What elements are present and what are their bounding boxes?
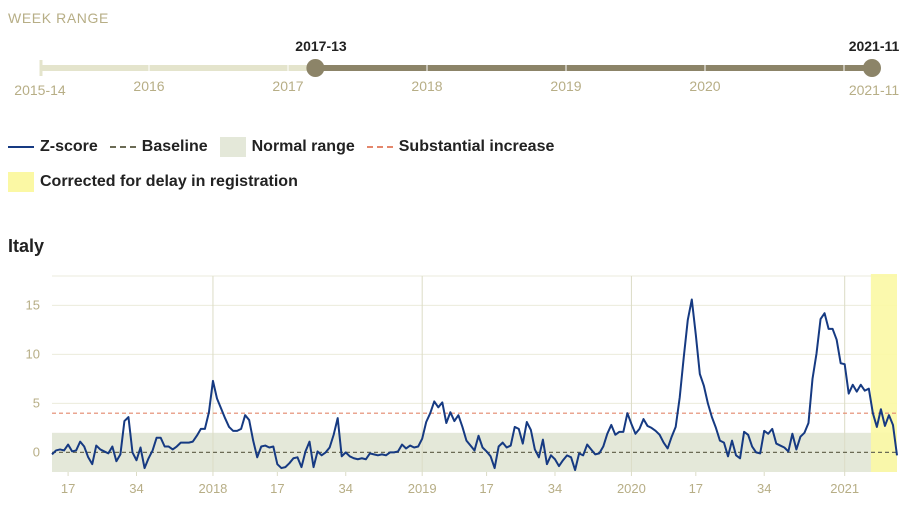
legend-item-substantial-increase[interactable]: Substantial increase	[366, 138, 555, 156]
slider-year-label: 2020	[689, 78, 720, 94]
x-tick-label: 2020	[617, 481, 646, 496]
slider-end-label: 2021-11	[849, 82, 900, 98]
legend-label-baseline: Baseline	[141, 138, 208, 155]
x-tick-label: 34	[757, 481, 771, 496]
zscore-chart: 0 5 10 15 17 34 2018 17 34 2019 17 34 2020 17 34 2021	[26, 274, 898, 496]
legend-label-corrected: Corrected for delay in registration	[40, 173, 298, 190]
slider-start-handle[interactable]	[306, 59, 325, 77]
x-tick-label: 17	[479, 481, 493, 496]
chart-legend-row-2: Corrected for delay in registration	[8, 172, 310, 192]
legend-swatch-baseline	[109, 146, 136, 148]
slider-year-label: 2016	[133, 78, 164, 94]
slider-start-label: 2015-14	[14, 82, 66, 98]
x-tick-label: 2021	[830, 481, 859, 496]
chart-legend: Z-score Baseline Normal range Substantia…	[8, 137, 566, 157]
legend-label-zscore: Z-score	[40, 138, 98, 155]
y-tick-label: 10	[26, 346, 40, 361]
slider-selected-start-label: 2017-13	[295, 38, 347, 54]
corrected-region	[870, 274, 897, 472]
legend-item-zscore[interactable]: Z-score	[8, 138, 98, 156]
legend-swatch-normal-range	[219, 137, 246, 157]
x-tick-label: 17	[270, 481, 284, 496]
y-tick-label: 5	[33, 395, 40, 410]
x-tick-label: 34	[129, 481, 143, 496]
slider-selected-end-label: 2021-11	[849, 38, 900, 54]
legend-label-normal-range: Normal range	[251, 138, 355, 155]
zscore-series-line	[51, 298, 898, 472]
country-title: Italy	[8, 236, 45, 256]
y-tick-label: 0	[33, 444, 40, 459]
slider-year-label: 2019	[550, 78, 581, 94]
legend-item-baseline[interactable]: Baseline	[109, 138, 208, 156]
legend-item-normal-range[interactable]: Normal range	[219, 137, 355, 157]
x-tick-label: 2019	[408, 481, 437, 496]
slider-year-label: 2017	[272, 78, 303, 94]
y-tick-label: 15	[26, 297, 40, 312]
slider-year-label: 2018	[411, 78, 442, 94]
legend-label-substantial-increase: Substantial increase	[398, 138, 555, 155]
x-tick-label: 2018	[198, 481, 227, 496]
x-tick-label: 34	[548, 481, 562, 496]
legend-swatch-zscore	[8, 146, 34, 148]
legend-item-corrected[interactable]: Corrected for delay in registration	[8, 172, 298, 192]
week-range-slider[interactable]: 2017-13 2021-11 2015-14 2021-11 2016 201…	[0, 30, 914, 105]
x-tick-label: 34	[339, 481, 353, 496]
x-tick-label: 17	[689, 481, 703, 496]
slider-end-handle[interactable]	[863, 59, 881, 77]
week-range-heading: WEEK RANGE	[8, 10, 109, 26]
x-tick-label: 17	[61, 481, 75, 496]
legend-swatch-substantial-increase	[366, 146, 393, 148]
legend-swatch-corrected	[8, 172, 34, 192]
